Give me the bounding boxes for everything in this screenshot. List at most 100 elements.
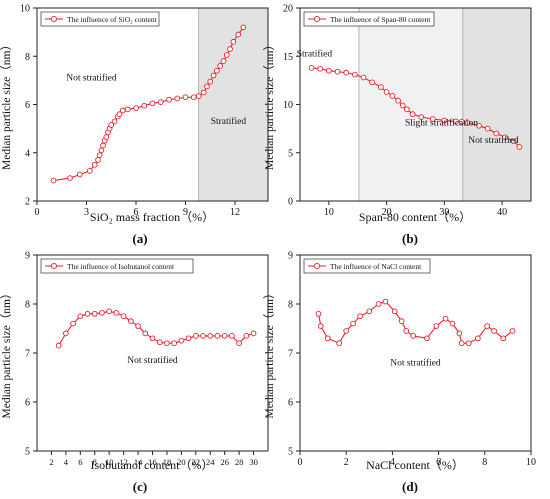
data-point — [127, 318, 134, 325]
legend-marker-swatch — [313, 15, 321, 23]
data-point — [449, 320, 456, 327]
panel-label: (d) — [402, 479, 418, 494]
data-point — [190, 94, 197, 101]
data-point — [378, 84, 384, 90]
data-point — [383, 89, 390, 95]
legend-box — [40, 258, 194, 274]
x-tick-label: 2 — [49, 457, 53, 467]
y-tick-label: 10 — [20, 4, 30, 15]
legend-marker-swatch — [313, 262, 321, 270]
y-tick-label: 6 — [25, 398, 30, 409]
x-tick-label: 0 — [35, 207, 40, 218]
data-point — [185, 335, 192, 342]
data-point — [229, 333, 235, 339]
data-point — [475, 335, 481, 342]
data-point — [343, 328, 350, 334]
data-point — [308, 64, 315, 71]
y-tick-label: 2 — [25, 197, 30, 208]
data-point — [317, 65, 324, 72]
data-point — [207, 78, 214, 85]
data-point — [235, 31, 242, 38]
data-point — [135, 323, 141, 329]
shaded-region — [462, 8, 531, 201]
data-point — [142, 330, 149, 337]
plot-frame — [299, 254, 532, 452]
data-point — [119, 107, 126, 114]
data-point — [149, 100, 156, 107]
data-point — [236, 340, 242, 347]
data-point — [178, 337, 185, 344]
data-point — [207, 333, 214, 339]
legend-marker-swatch — [50, 262, 58, 270]
annotation-text: Stratified — [297, 48, 333, 59]
data-point — [350, 320, 356, 327]
x-tick-label: 40 — [497, 207, 507, 218]
data-point — [157, 99, 164, 105]
data-point — [111, 118, 118, 125]
y-tick-label: 6 — [288, 398, 293, 409]
y-axis-label: Median particle size（nm） — [263, 288, 276, 419]
data-point — [352, 71, 358, 78]
x-tick-label: 28 — [235, 457, 244, 467]
data-point — [336, 340, 343, 347]
data-point — [230, 38, 237, 45]
data-point — [96, 152, 103, 159]
data-point — [357, 313, 363, 320]
y-tick-label: 15 — [283, 52, 293, 63]
data-point — [326, 67, 332, 74]
data-point — [484, 125, 491, 132]
data-point — [250, 330, 257, 337]
legend-marker-swatch — [50, 15, 58, 23]
data-point — [360, 74, 367, 81]
data-point — [476, 122, 482, 129]
data-point — [99, 309, 105, 316]
data-point — [149, 335, 156, 342]
plot-frame — [36, 254, 269, 452]
x-tick-label: 22 — [192, 457, 201, 467]
data-point — [210, 72, 217, 79]
data-point — [156, 339, 163, 346]
annotation-text: Not stratified — [390, 357, 441, 368]
data-point — [50, 177, 57, 184]
data-point — [382, 298, 389, 305]
x-tick-label: 2 — [344, 457, 349, 468]
y-tick-label: 20 — [283, 4, 293, 15]
data-point — [389, 92, 396, 99]
data-point — [453, 118, 459, 125]
chart-panel-a: 2 4 6 8 10 0 3 6 9 12 SiO₂ mass fraction（%） Median … — [0, 4, 269, 246]
data-point — [223, 52, 230, 58]
data-point — [465, 340, 472, 347]
data-point — [116, 111, 123, 118]
data-point — [516, 144, 523, 150]
x-tick-label: 0 — [298, 457, 303, 468]
data-point — [334, 68, 341, 75]
data-point — [418, 114, 425, 120]
y-tick-label: 9 — [25, 251, 30, 262]
y-tick-label: 10 — [283, 100, 293, 111]
data-point — [403, 106, 410, 113]
x-tick-label: 16 — [148, 457, 157, 467]
data-point — [103, 134, 110, 140]
data-point — [409, 111, 416, 118]
annotation-text: Not stratified — [66, 72, 117, 83]
panel-label: (a) — [132, 231, 147, 246]
data-point — [84, 310, 91, 317]
data-point — [174, 95, 181, 102]
data-point — [391, 308, 398, 315]
data-point — [67, 175, 73, 181]
data-point — [458, 340, 465, 347]
x-tick-label: 10 — [526, 457, 536, 468]
data-point — [324, 335, 331, 342]
data-point — [86, 167, 93, 174]
data-point — [164, 340, 170, 347]
annotation-text: Slight stratification — [405, 118, 478, 129]
data-point — [458, 119, 465, 125]
data-point — [509, 328, 516, 334]
data-point — [182, 94, 189, 101]
data-point — [442, 315, 449, 322]
data-point — [221, 333, 228, 339]
y-tick-label: 9 — [288, 251, 293, 262]
y-tick-label: 6 — [25, 100, 30, 111]
legend-label: The influence of Span-80 content — [330, 15, 431, 24]
